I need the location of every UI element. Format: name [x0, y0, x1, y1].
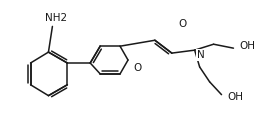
Text: N: N [197, 50, 205, 60]
Text: OH: OH [239, 41, 255, 51]
Text: NH2: NH2 [45, 13, 68, 23]
Text: O: O [179, 19, 187, 29]
Text: O: O [134, 63, 142, 73]
Text: OH: OH [227, 92, 244, 102]
